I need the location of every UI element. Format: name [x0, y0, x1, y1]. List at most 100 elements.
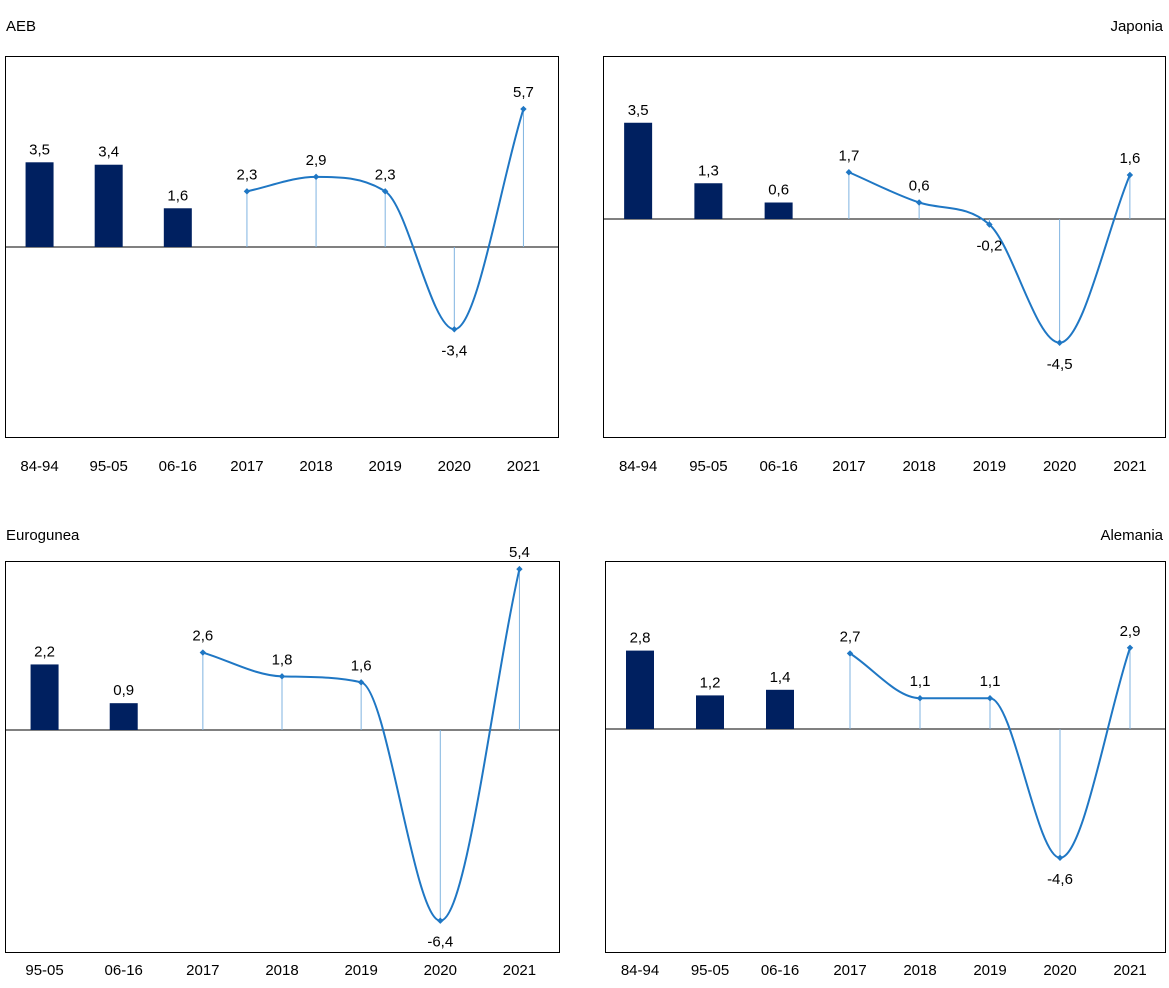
x-tick-label-eurogunea: 95-05: [25, 962, 63, 979]
x-tick-label-alemania: 2021: [1113, 962, 1146, 979]
plot-frame-japonia: [603, 56, 1166, 438]
line-data-label-japonia: 1,7: [838, 147, 859, 164]
chart-title-eurogunea: Eurogunea: [6, 527, 80, 544]
series-line-eurogunea: [202, 568, 521, 922]
line-data-label-aeb: 5,7: [513, 84, 534, 101]
chart-title-aeb: AEB: [6, 18, 37, 35]
x-tick-label-eurogunea: 2017: [186, 962, 219, 979]
line-marker-alemania: [1056, 854, 1064, 861]
line-data-label-alemania: 1,1: [910, 673, 931, 690]
line-marker-alemania: [1126, 644, 1134, 651]
line-marker-japonia: [986, 221, 993, 228]
bar-aeb: [163, 208, 192, 247]
chart-title-alemania: Alemania: [1100, 527, 1163, 544]
x-tick-label-aeb: 2019: [369, 458, 402, 475]
x-tick-label-alemania: 06-16: [761, 962, 799, 979]
bar-data-label-alemania: 2,8: [630, 630, 651, 647]
x-tick-label-japonia: 2018: [902, 458, 935, 475]
x-tick-label-eurogunea: 06-16: [105, 962, 143, 979]
line-marker-eurogunea: [437, 917, 444, 924]
bar-data-label-aeb: 3,5: [29, 141, 50, 158]
bar-eurogunea: [109, 703, 138, 730]
line-data-label-eurogunea: 5,4: [509, 544, 530, 561]
x-tick-label-japonia: 95-05: [689, 458, 727, 475]
bar-data-label-japonia: 3,5: [628, 102, 649, 119]
bar-data-label-eurogunea: 0,9: [113, 682, 134, 699]
bar-alemania: [626, 650, 654, 729]
bar-eurogunea: [30, 664, 59, 730]
bar-data-label-aeb: 3,4: [98, 144, 119, 161]
plot-frame-alemania: [605, 561, 1166, 953]
x-tick-label-alemania: 2019: [973, 962, 1006, 979]
line-data-label-japonia: -0,2: [976, 238, 1002, 255]
bar-japonia: [624, 122, 653, 219]
bar-data-label-alemania: 1,4: [770, 669, 791, 686]
bar-data-label-japonia: 0,6: [768, 182, 789, 199]
series-line-aeb: [246, 108, 525, 331]
x-tick-label-japonia: 2021: [1113, 458, 1146, 475]
x-tick-label-aeb: 2020: [438, 458, 471, 475]
line-marker-eurogunea: [357, 679, 365, 686]
bar-data-label-japonia: 1,3: [698, 162, 719, 179]
line-marker-aeb: [381, 188, 389, 195]
chart-title-japonia: Japonia: [1110, 18, 1163, 35]
line-data-label-japonia: 0,6: [909, 178, 930, 195]
line-marker-japonia: [915, 199, 923, 206]
bar-japonia: [764, 202, 793, 219]
line-data-label-japonia: 1,6: [1119, 150, 1140, 167]
x-tick-label-eurogunea: 2021: [503, 962, 536, 979]
x-tick-label-japonia: 84-94: [619, 458, 657, 475]
bar-aeb: [25, 162, 54, 247]
x-tick-label-eurogunea: 2020: [424, 962, 457, 979]
x-tick-label-japonia: 2017: [832, 458, 865, 475]
line-marker-alemania: [846, 650, 854, 657]
x-tick-label-alemania: 84-94: [621, 962, 659, 979]
line-data-label-eurogunea: 1,6: [351, 657, 372, 674]
bar-aeb: [94, 164, 123, 247]
x-tick-label-alemania: 2020: [1043, 962, 1076, 979]
line-data-label-eurogunea: 1,8: [272, 651, 293, 668]
line-marker-alemania: [986, 695, 994, 702]
line-marker-japonia: [845, 169, 853, 176]
line-data-label-japonia: -4,5: [1047, 356, 1073, 373]
bar-japonia: [694, 183, 723, 219]
x-tick-label-japonia: 06-16: [759, 458, 797, 475]
x-tick-label-eurogunea: 2018: [265, 962, 298, 979]
line-marker-japonia: [1056, 339, 1063, 346]
line-data-label-aeb: 2,3: [237, 166, 258, 183]
line-data-label-alemania: 1,1: [980, 673, 1001, 690]
series-line-japonia: [848, 171, 1131, 344]
x-tick-label-alemania: 2017: [833, 962, 866, 979]
x-tick-label-eurogunea: 2019: [344, 962, 377, 979]
line-marker-aeb: [520, 105, 527, 113]
line-data-label-aeb: 2,9: [306, 152, 327, 169]
line-marker-aeb: [243, 188, 251, 195]
line-data-label-alemania: -4,6: [1047, 871, 1073, 888]
x-tick-label-aeb: 2021: [507, 458, 540, 475]
line-marker-alemania: [916, 695, 924, 702]
line-data-label-aeb: -3,4: [441, 342, 467, 359]
bar-data-label-aeb: 1,6: [167, 187, 188, 204]
x-tick-label-aeb: 84-94: [20, 458, 58, 475]
line-data-label-aeb: 2,3: [375, 166, 396, 183]
line-data-label-alemania: 2,7: [840, 628, 861, 645]
x-tick-label-aeb: 06-16: [159, 458, 197, 475]
bar-alemania: [766, 689, 794, 729]
x-tick-label-aeb: 2017: [230, 458, 263, 475]
line-marker-aeb: [312, 173, 320, 181]
plot-frame-eurogunea: [5, 561, 560, 953]
x-tick-label-alemania: 95-05: [691, 962, 729, 979]
line-data-label-alemania: 2,9: [1120, 623, 1141, 640]
x-tick-label-aeb: 2018: [299, 458, 332, 475]
line-marker-eurogunea: [199, 649, 207, 656]
bar-data-label-alemania: 1,2: [700, 674, 721, 691]
x-tick-label-alemania: 2018: [903, 962, 936, 979]
line-data-label-eurogunea: 2,6: [192, 628, 213, 645]
line-data-label-eurogunea: -6,4: [427, 934, 453, 951]
bar-data-label-eurogunea: 2,2: [34, 643, 55, 660]
line-marker-aeb: [451, 326, 458, 333]
x-tick-label-japonia: 2019: [973, 458, 1006, 475]
line-marker-eurogunea: [516, 565, 523, 573]
bar-alemania: [696, 695, 724, 729]
